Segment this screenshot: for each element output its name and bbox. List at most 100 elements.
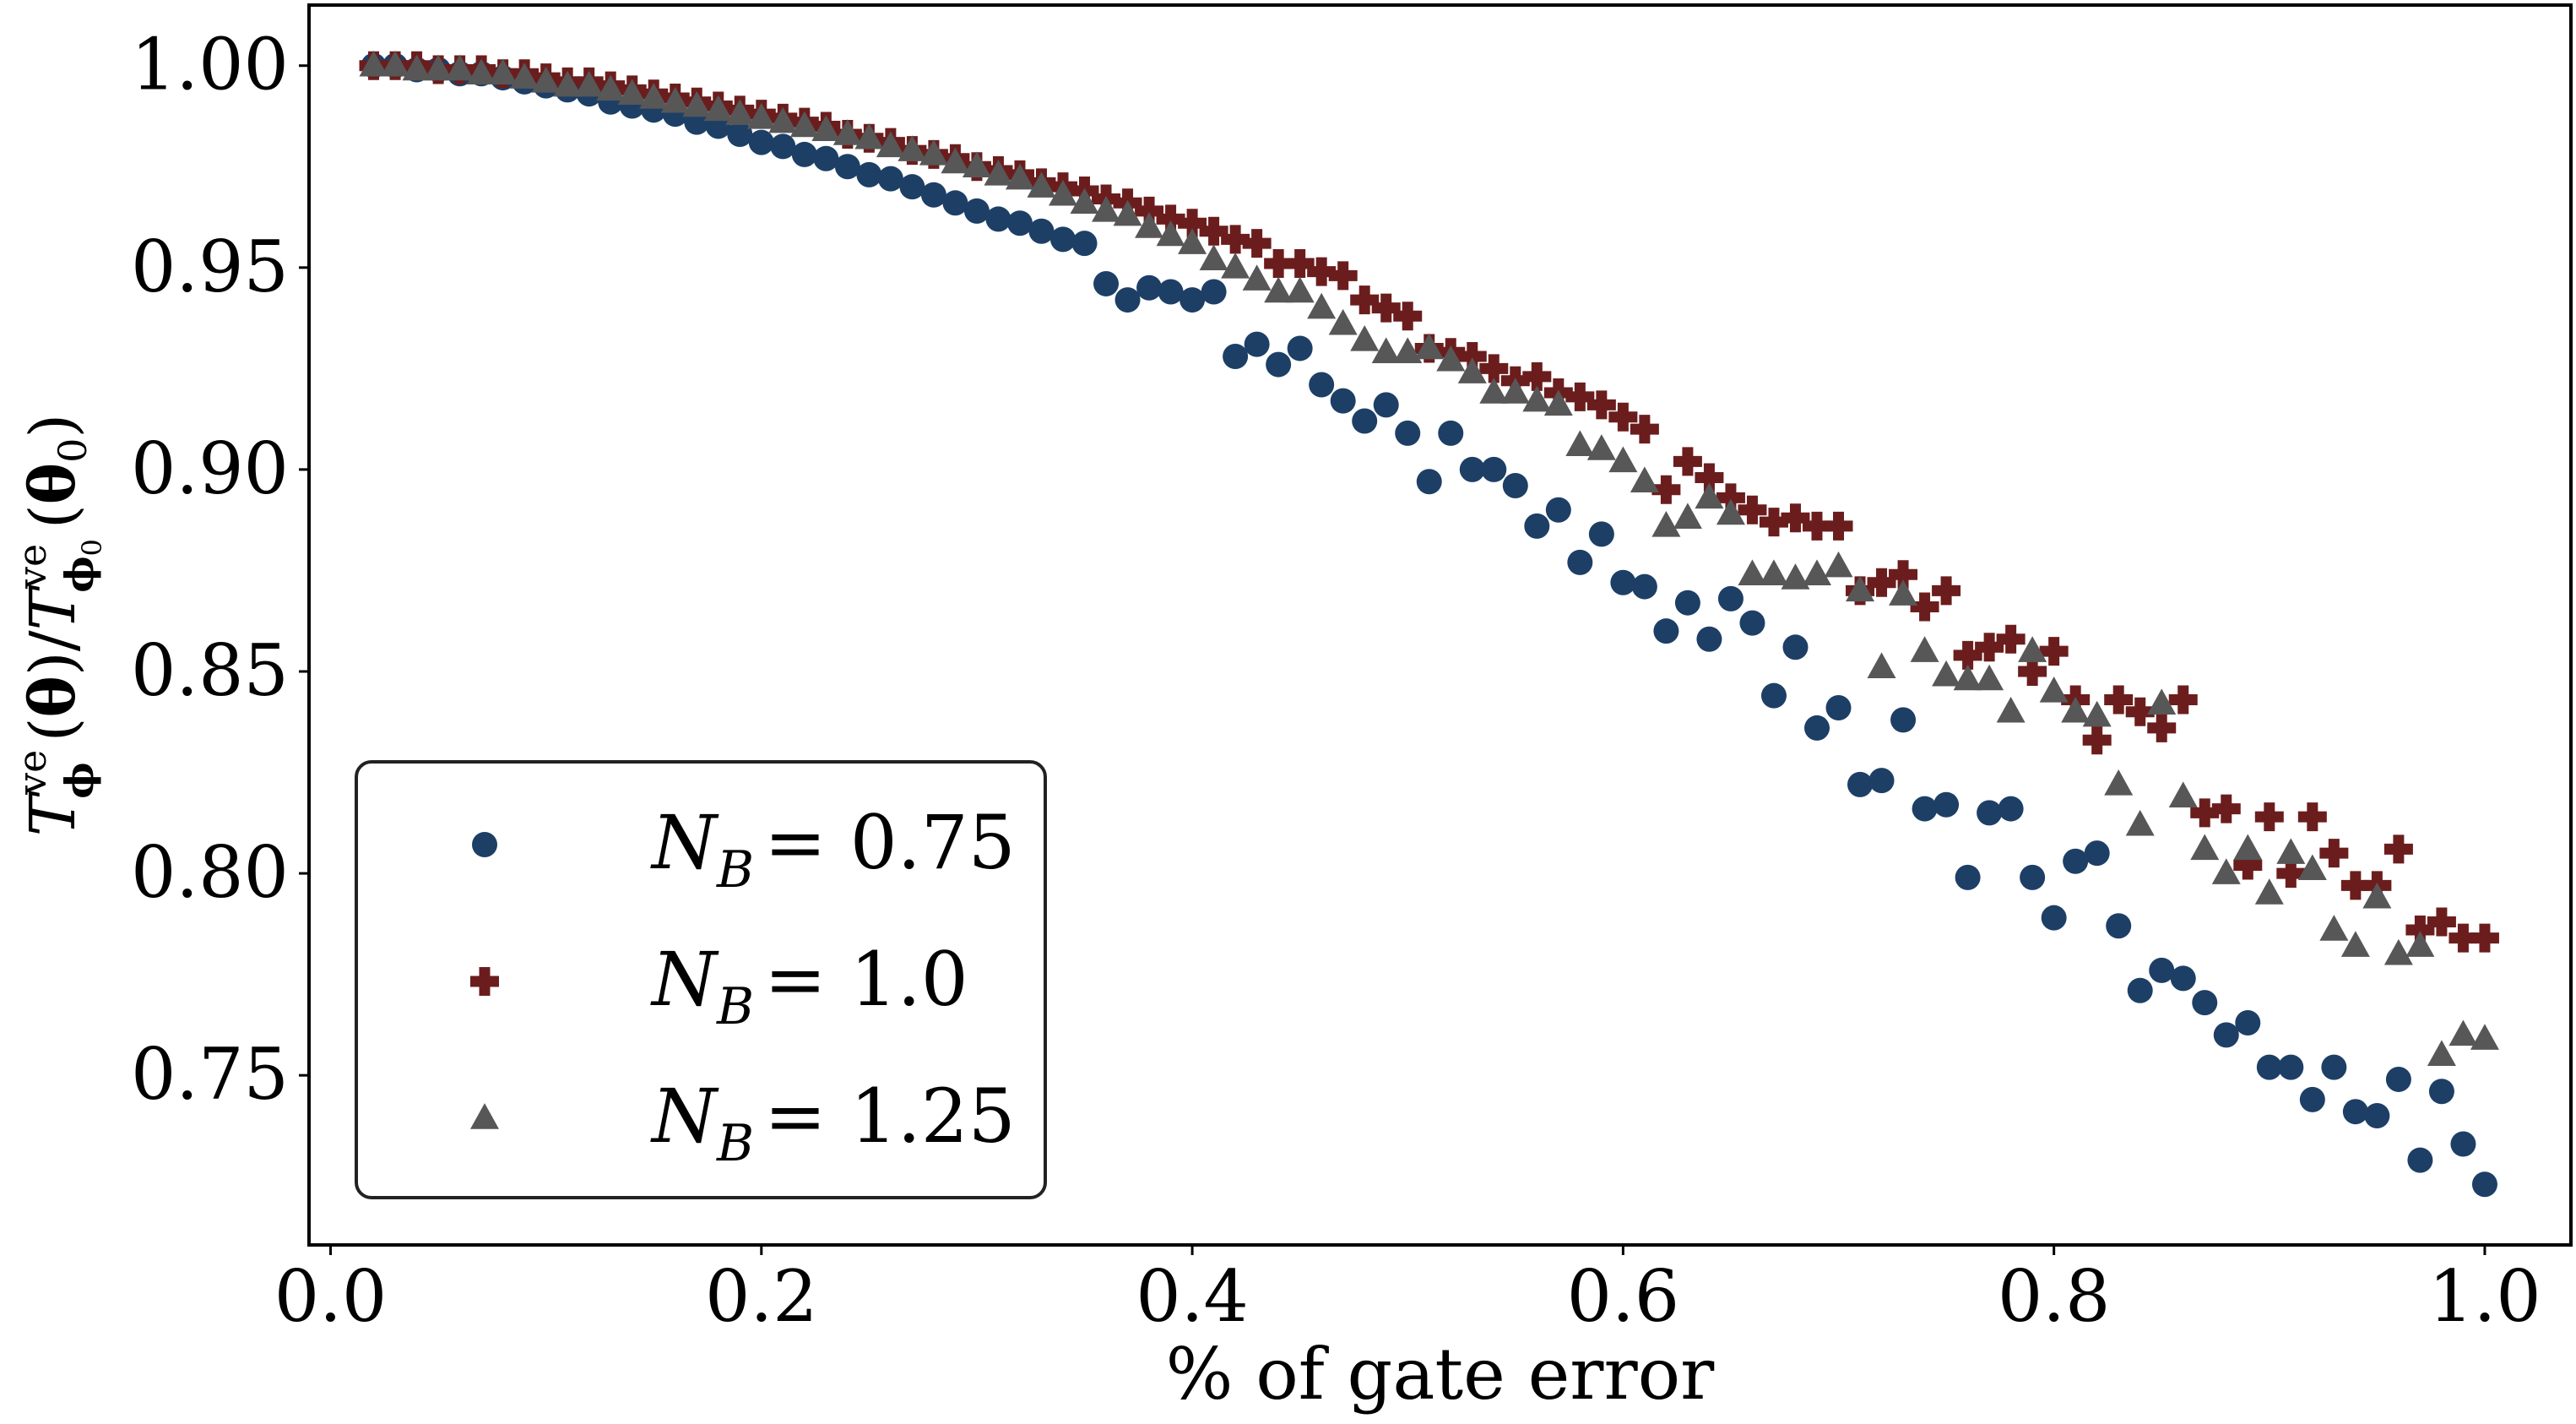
data-point (1631, 573, 1657, 600)
data-point (2340, 931, 2370, 957)
data-point (1287, 335, 1313, 361)
data-point (2362, 882, 2392, 909)
data-point (746, 103, 776, 129)
data-point (1975, 664, 2004, 691)
data-point (1933, 791, 1960, 818)
data-point (920, 182, 946, 208)
data-point (1673, 503, 1702, 530)
data-point (1180, 287, 1206, 313)
data-point (1695, 482, 1724, 509)
legend-box (355, 760, 1047, 1199)
data-point (2084, 840, 2110, 867)
data-point (1393, 302, 1423, 331)
legend-label: NB = 1.25 (650, 1073, 1016, 1173)
data-point (596, 74, 626, 101)
data-point (1481, 456, 1507, 482)
data-point (1393, 337, 1423, 363)
data-point (2106, 913, 2132, 939)
data-point (1545, 497, 1571, 523)
x-tick-label: 0.4 (1136, 1255, 1249, 1338)
data-point (1049, 179, 1077, 206)
data-point (1350, 325, 1380, 351)
y-tick-label: 0.90 (131, 427, 289, 510)
data-point (1867, 652, 1896, 678)
data-point (1371, 337, 1401, 363)
data-point (359, 50, 388, 77)
data-point (1307, 257, 1337, 286)
data-point (1266, 351, 1292, 378)
data-point (1005, 163, 1034, 190)
data-point (2385, 1066, 2411, 1092)
data-point (1135, 212, 1164, 238)
data-point (2342, 1099, 2368, 1125)
data-point (1244, 331, 1270, 357)
data-point (2299, 1086, 2325, 1112)
x-tick-label: 0.6 (1567, 1255, 1680, 1338)
data-point (1953, 640, 1982, 670)
x-tick-label: 0.0 (274, 1255, 388, 1338)
data-point (2276, 859, 2306, 889)
data-point (2190, 834, 2220, 861)
data-point (1996, 624, 2026, 654)
data-point (2428, 1079, 2454, 1105)
data-point (1977, 800, 2003, 826)
data-point (682, 90, 712, 117)
data-point (1759, 559, 1788, 585)
data-point (1781, 563, 1810, 590)
data-point (832, 119, 862, 145)
data-point (1608, 446, 1638, 473)
data-point (963, 198, 990, 224)
data-point (639, 83, 669, 109)
data-point (2020, 864, 2046, 890)
data-point (1006, 210, 1033, 236)
data-point (1416, 469, 1442, 495)
y-tick-label: 0.80 (131, 831, 289, 914)
y-tick-label: 0.85 (131, 629, 289, 712)
data-point (1953, 664, 1982, 691)
data-point (1373, 392, 1399, 418)
data-point (1867, 568, 1896, 597)
data-point (811, 115, 841, 141)
data-point (1050, 226, 1076, 253)
data-point (2082, 726, 2112, 755)
data-point (2407, 1147, 2433, 1173)
data-point (2082, 700, 2112, 727)
data-point (2470, 923, 2499, 953)
data-point (1610, 569, 1636, 595)
data-point (1695, 463, 1724, 492)
data-point (1158, 279, 1184, 305)
data-point (2018, 636, 2047, 662)
data-point (1328, 308, 1358, 335)
data-point (1136, 274, 1163, 301)
data-point (919, 139, 948, 166)
data-point (856, 161, 882, 188)
data-point (2233, 851, 2263, 880)
data-point (1910, 592, 1939, 622)
data-point (2254, 878, 2284, 905)
data-point (770, 133, 796, 160)
data-point (1264, 249, 1293, 279)
data-point (2319, 839, 2349, 868)
data-point (1113, 199, 1142, 226)
legend-label: NB = 1.0 (650, 936, 968, 1036)
data-point (1630, 466, 1659, 492)
data-point (531, 67, 561, 93)
data-point (2104, 769, 2134, 796)
y-tick-label: 1.00 (131, 24, 289, 106)
data-point (2211, 858, 2241, 884)
data-point (1221, 252, 1250, 279)
data-point (1804, 715, 1830, 741)
data-point (725, 99, 755, 125)
data-point (1674, 590, 1700, 616)
y-tick-label: 0.75 (131, 1033, 289, 1116)
data-point (1630, 415, 1659, 444)
data-point (984, 159, 1013, 186)
data-point (402, 54, 431, 81)
data-point (1178, 209, 1207, 238)
data-point (2383, 938, 2413, 965)
data-point (617, 79, 647, 105)
data-point (1760, 682, 1787, 709)
data-point (1522, 385, 1552, 412)
legend: NB = 0.75 NB = 1.0 NB = 1.25 (355, 760, 1047, 1199)
data-point (1738, 495, 1767, 524)
